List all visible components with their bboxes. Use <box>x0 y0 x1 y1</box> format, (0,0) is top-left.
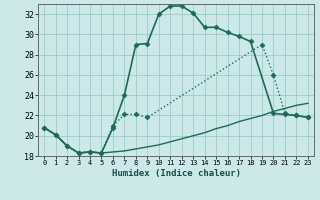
X-axis label: Humidex (Indice chaleur): Humidex (Indice chaleur) <box>111 169 241 178</box>
